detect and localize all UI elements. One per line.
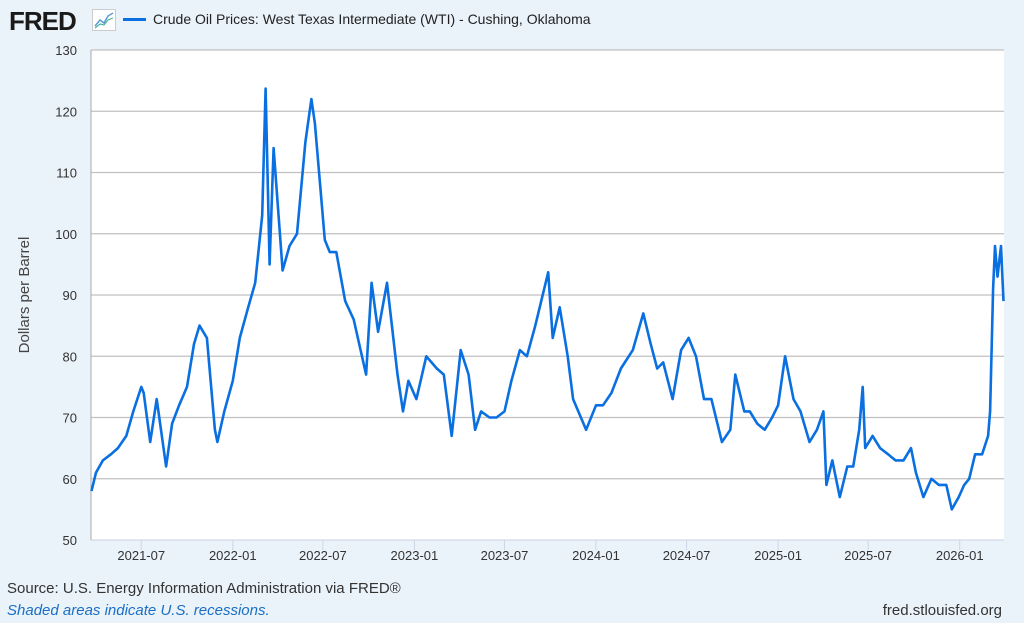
fred-url[interactable]: fred.stlouisfed.org — [882, 602, 1002, 619]
y-tick-label: 60 — [63, 472, 77, 487]
y-tick-label: 90 — [63, 288, 77, 303]
y-tick-label: 110 — [56, 166, 77, 181]
x-tick-label: 2024-07 — [663, 548, 711, 563]
x-tick-label: 2022-01 — [209, 548, 257, 563]
x-tick-label: 2025-01 — [754, 548, 802, 563]
x-tick-label: 2024-01 — [572, 548, 620, 563]
recession-note: Shaded areas indicate U.S. recessions. — [7, 602, 270, 619]
legend-swatch — [123, 18, 146, 21]
x-tick-label: 2023-07 — [481, 548, 529, 563]
x-tick-label: 2026-01 — [936, 548, 984, 563]
x-tick-label: 2021-07 — [117, 548, 165, 563]
y-tick-label: 70 — [63, 411, 77, 426]
fred-logo[interactable]: FRED — [9, 6, 77, 36]
chart-title[interactable]: Crude Oil Prices: West Texas Intermediat… — [153, 11, 591, 27]
y-tick-label: 100 — [55, 227, 77, 242]
source-note: Source: U.S. Energy Information Administ… — [7, 580, 401, 597]
x-tick-label: 2023-01 — [391, 548, 439, 563]
line-chart-icon — [92, 9, 116, 31]
y-tick-label: 120 — [55, 104, 77, 119]
y-tick-label: 50 — [63, 533, 77, 548]
x-tick-label: 2025-07 — [844, 548, 892, 563]
y-axis-label: Dollars per Barrel — [16, 237, 33, 354]
y-tick-label: 130 — [55, 43, 77, 58]
x-tick-label: 2022-07 — [299, 548, 347, 563]
y-tick-label: 80 — [63, 349, 77, 364]
